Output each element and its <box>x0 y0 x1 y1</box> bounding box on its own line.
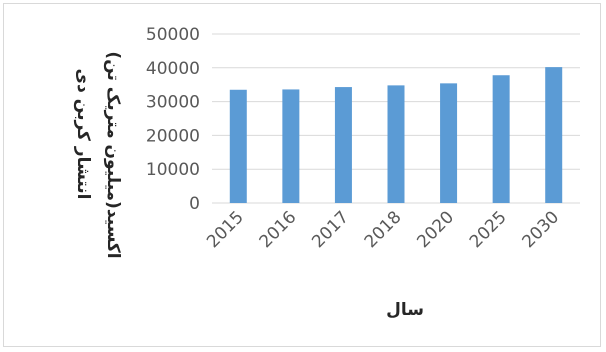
bar-2020 <box>440 83 458 203</box>
x-tick-label: 2030 <box>519 207 564 252</box>
bar-2017 <box>334 87 352 203</box>
y-tick-label: 0 <box>189 194 200 214</box>
y-tick-label: 30000 <box>146 93 200 113</box>
x-tick-label: 2018 <box>361 207 406 252</box>
x-tick-label: 2015 <box>203 207 248 252</box>
x-tick-label: 2020 <box>413 207 458 252</box>
gridlines <box>212 33 580 204</box>
y-tick-label: 20000 <box>146 126 200 146</box>
y-tick-labels: 0 10000 20000 30000 40000 50000 <box>146 25 200 214</box>
y-axis-title-line-2: اکسید(میلیون متریک تن) <box>103 51 123 258</box>
bar-2025 <box>492 75 510 203</box>
bar-2030 <box>545 67 563 204</box>
bar-2016 <box>282 89 300 203</box>
x-axis-title: سال <box>386 300 424 320</box>
bar-2018 <box>387 85 405 203</box>
x-tick-label: 2016 <box>256 207 301 252</box>
y-tick-label: 50000 <box>146 25 200 45</box>
x-tick-label: 2025 <box>466 207 511 252</box>
y-axis-title-line-1: انتشار کربن دی <box>73 69 93 200</box>
bars <box>229 67 563 204</box>
bar-2015 <box>229 89 247 203</box>
y-tick-label: 40000 <box>146 59 200 79</box>
x-tick-label: 2017 <box>308 207 353 252</box>
x-tick-labels: 2015 2016 2017 2018 2020 2025 2030 <box>203 207 563 252</box>
y-tick-label: 10000 <box>146 160 200 180</box>
